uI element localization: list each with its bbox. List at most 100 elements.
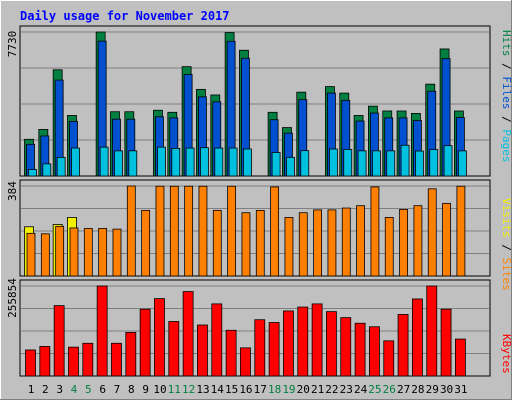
visits-bar xyxy=(40,233,50,277)
pages-bar xyxy=(200,147,209,177)
legend-kbytes: KBytes xyxy=(500,334,512,374)
x-tick-label: 10 xyxy=(153,383,166,396)
legend-sep-2: / xyxy=(500,110,512,130)
x-tick-label: 23 xyxy=(340,383,353,396)
kbytes-bar xyxy=(139,308,151,377)
visits-bar xyxy=(413,205,423,277)
kbytes-bar xyxy=(168,321,180,377)
pages-bar xyxy=(185,147,195,177)
pages-bar xyxy=(171,148,181,177)
visits-bar xyxy=(227,185,237,277)
kbytes-bar xyxy=(211,303,223,377)
kbytes-bar xyxy=(340,317,352,377)
kbytes-bar xyxy=(39,346,51,377)
visits-bar xyxy=(83,228,93,277)
pages-bar xyxy=(114,150,123,177)
x-tick-label: 14 xyxy=(211,383,225,396)
kbytes-bar xyxy=(225,329,237,377)
middle-legend: Visits / Sites xyxy=(500,198,512,291)
visits-bar xyxy=(169,185,179,277)
x-tick-label: 18 xyxy=(268,383,281,396)
pages-bar xyxy=(99,146,109,177)
x-tick-label: 19 xyxy=(282,383,295,396)
pages-bar xyxy=(372,150,381,177)
legend-pages: Pages xyxy=(500,129,512,162)
kbytes-bar xyxy=(154,298,165,377)
x-tick-label: 31 xyxy=(454,383,467,396)
visits-bar xyxy=(184,185,194,277)
legend-sep-3: / xyxy=(500,238,512,258)
kbytes-bar xyxy=(440,308,452,377)
pages-bar xyxy=(443,145,453,177)
kbytes-bar xyxy=(268,322,280,377)
x-tick-label: 3 xyxy=(56,383,63,396)
visits-bar xyxy=(198,185,208,277)
x-tick-label: 21 xyxy=(311,383,324,396)
x-tick-label: 11 xyxy=(168,383,181,396)
pages-bar xyxy=(28,169,37,177)
x-tick-label: 20 xyxy=(297,383,310,396)
legend-hits: Hits xyxy=(500,30,512,57)
x-tick-label: 25 xyxy=(368,383,381,396)
visits-bar xyxy=(284,217,294,277)
legend-visits: Visits xyxy=(500,198,512,238)
pages-bar xyxy=(329,148,338,177)
pages-bar xyxy=(300,150,310,177)
x-tick-label: 29 xyxy=(426,383,439,396)
kbytes-bar xyxy=(96,285,108,377)
pages-bar xyxy=(457,150,467,177)
visits-bar xyxy=(98,228,108,277)
pages-bar xyxy=(400,144,410,177)
kbytes-bar xyxy=(311,303,323,377)
pages-bar xyxy=(71,147,80,177)
x-tick-label: 1 xyxy=(28,383,35,396)
kbytes-bar xyxy=(68,346,79,377)
pages-bar xyxy=(56,156,66,177)
kbytes-bar xyxy=(82,342,94,377)
bottom-legend: KBytes xyxy=(500,334,512,374)
chart-title: Daily usage for November 2017 xyxy=(20,9,230,23)
x-tick-label: 4 xyxy=(71,383,78,396)
x-tick-label: 6 xyxy=(99,383,106,396)
pages-bar xyxy=(214,147,224,177)
x-axis-labels: 1 2 3 4 5 6 7 8 9 10 11 12 13 14 15 16 17 18 19 20 21 22 23 24 2… xyxy=(28,383,468,396)
kbytes-bar xyxy=(254,319,266,377)
legend-sep-1: / xyxy=(500,57,512,77)
top-legend: Hits / Files / Pages xyxy=(500,30,512,163)
visits-bar xyxy=(141,209,151,277)
pages-bar xyxy=(343,148,353,177)
pages-bar xyxy=(228,147,238,177)
kbytes-bar xyxy=(397,314,409,377)
kbytes-bar xyxy=(354,322,366,377)
visits-bar xyxy=(112,228,122,277)
visits-bar xyxy=(126,185,136,277)
visits-bar xyxy=(370,186,380,277)
kbytes-bar xyxy=(297,306,309,377)
visits-bar xyxy=(55,225,65,277)
pages-bar xyxy=(42,163,52,177)
x-tick-label: 16 xyxy=(239,383,252,396)
x-tick-label: 12 xyxy=(182,383,195,396)
pages-bar xyxy=(128,150,138,177)
x-tick-label: 7 xyxy=(114,383,121,396)
x-tick-label: 22 xyxy=(325,383,338,396)
kbytes-bar xyxy=(283,310,294,377)
x-tick-label: 5 xyxy=(85,383,92,396)
kbytes-bar xyxy=(454,338,466,377)
x-tick-label: 8 xyxy=(128,383,135,396)
pages-bar xyxy=(429,149,439,177)
visits-bar xyxy=(298,212,308,277)
kbytes-bar xyxy=(53,305,65,377)
x-tick-label: 15 xyxy=(225,383,238,396)
x-tick-label: 9 xyxy=(142,383,149,396)
visits-bar xyxy=(442,202,451,277)
visits-bar xyxy=(270,186,280,277)
x-tick-label: 26 xyxy=(383,383,396,396)
kbytes-bar xyxy=(369,326,380,377)
x-tick-label: 2 xyxy=(42,383,49,396)
x-tick-label: 24 xyxy=(354,383,368,396)
visits-bar xyxy=(313,209,323,277)
kbytes-bar xyxy=(25,349,36,377)
